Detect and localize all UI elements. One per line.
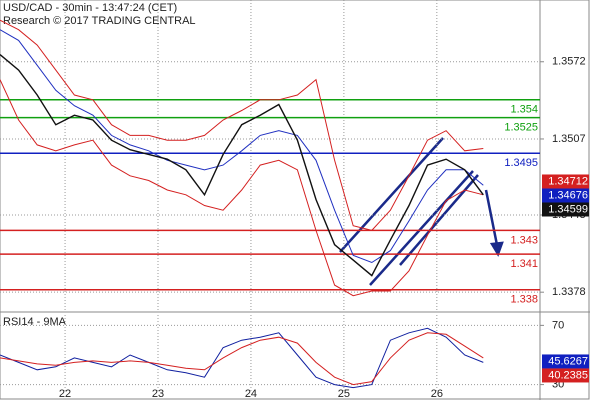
x-tick-label: 22 bbox=[59, 388, 71, 400]
price-tag-label: 1.34676 bbox=[548, 189, 588, 201]
price-tag-label: 1.34599 bbox=[548, 203, 588, 215]
y-tick-label: 1.3378 bbox=[552, 286, 586, 298]
price-tag bbox=[542, 202, 589, 217]
series-line bbox=[0, 332, 484, 386]
y-tick-label: 1.3572 bbox=[552, 56, 586, 68]
price-tag bbox=[542, 188, 589, 203]
chart-title: USD/CAD - 30min - 13:47:24 (CET) bbox=[3, 2, 177, 14]
price-tag bbox=[542, 368, 589, 383]
series-line bbox=[0, 327, 484, 389]
level-label: 1.3495 bbox=[504, 157, 538, 169]
series-line bbox=[0, 19, 484, 231]
y-tick-label: 70 bbox=[552, 319, 564, 331]
level-label: 1.354 bbox=[510, 104, 538, 116]
y-tick-label: 1.3507 bbox=[552, 133, 586, 145]
x-tick-label: 23 bbox=[152, 388, 164, 400]
series-line bbox=[0, 54, 484, 277]
level-label: 1.338 bbox=[510, 294, 538, 306]
series-line bbox=[0, 79, 484, 297]
channel-annotation bbox=[339, 137, 504, 286]
series-line bbox=[0, 29, 484, 264]
price-tag-label: 40.2385 bbox=[548, 369, 588, 381]
level-label: 1.341 bbox=[510, 258, 538, 270]
chart-subtitle: Research © 2017 TRADING CENTRAL bbox=[3, 15, 196, 27]
level-label: 1.343 bbox=[510, 234, 538, 246]
price-tag-label: 45.6267 bbox=[548, 355, 588, 367]
x-tick-label: 24 bbox=[245, 388, 257, 400]
x-tick-label: 25 bbox=[338, 388, 350, 400]
panel-title: RSI14 - 9MA bbox=[3, 316, 67, 328]
x-tick-label: 26 bbox=[431, 388, 443, 400]
price-tag-label: 1.34712 bbox=[548, 175, 588, 187]
price-tag bbox=[542, 174, 589, 189]
price-tag bbox=[542, 354, 589, 369]
level-label: 1.3525 bbox=[504, 121, 538, 133]
